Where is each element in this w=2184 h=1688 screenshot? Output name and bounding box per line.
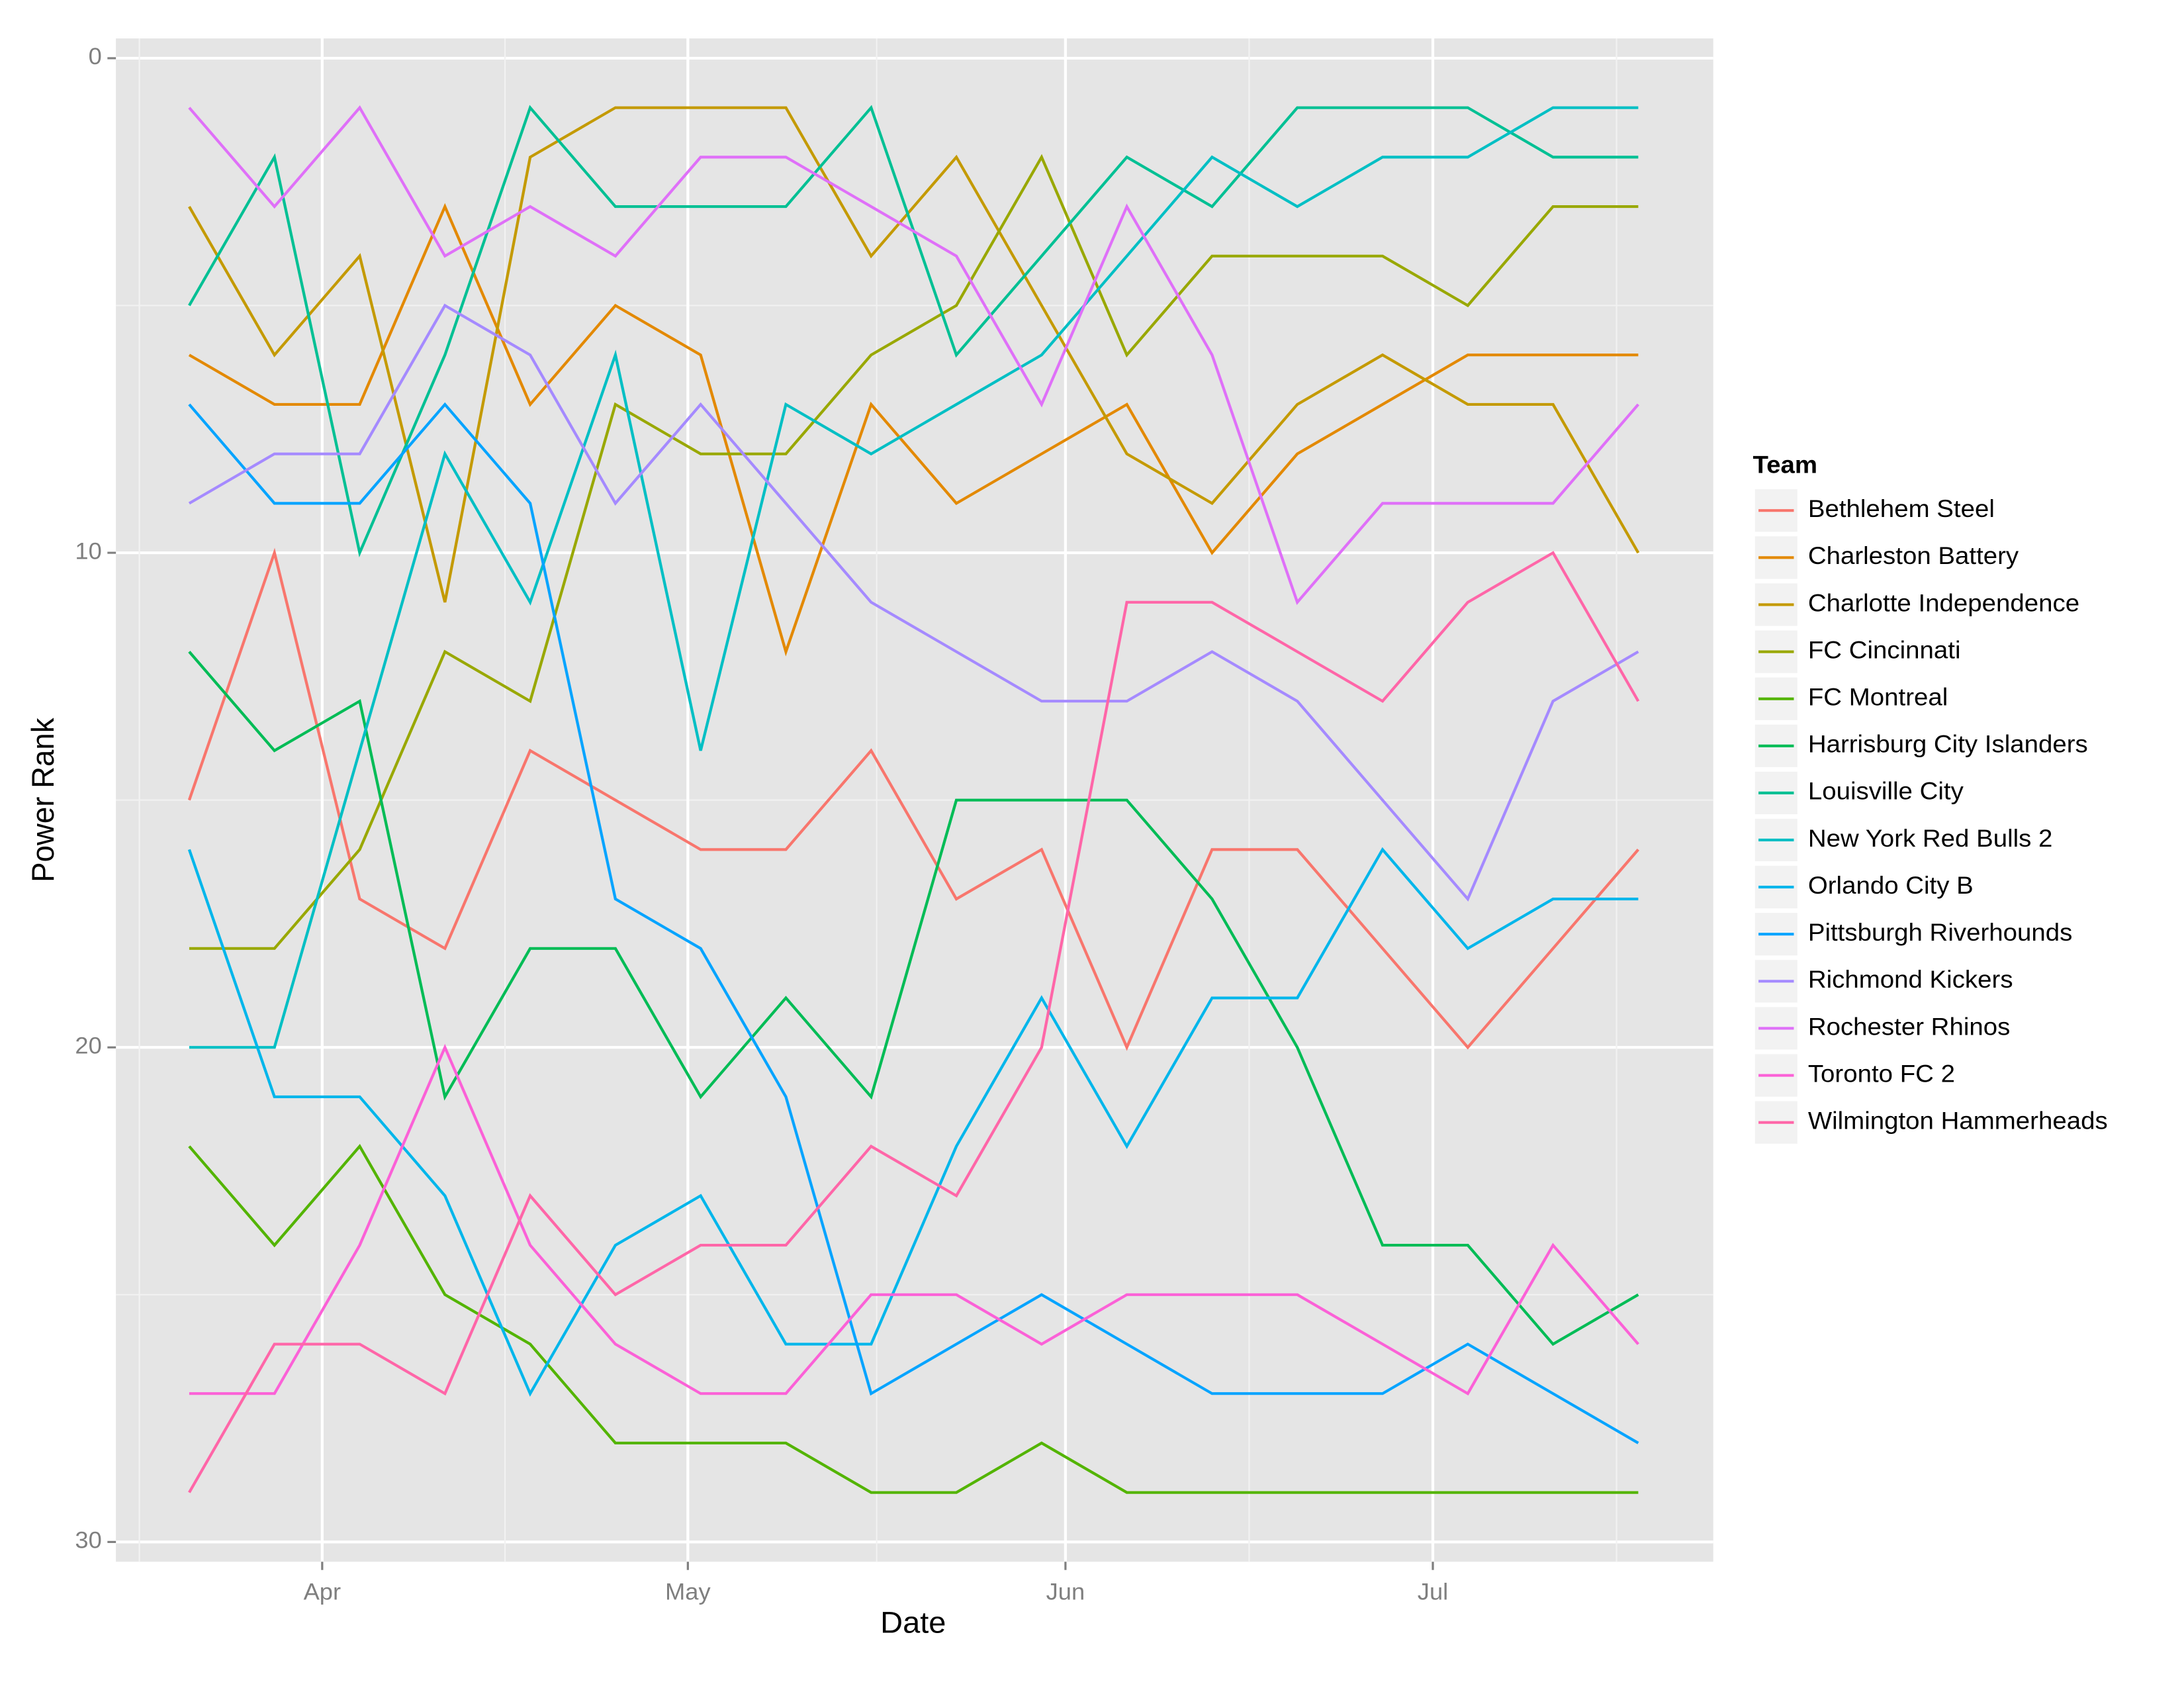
legend-label: Rochester Rhinos — [1808, 1013, 2011, 1041]
x-tick-label: May — [665, 1579, 711, 1605]
series-line — [188, 106, 1640, 603]
series-line — [189, 154, 1639, 950]
legend-label: Richmond Kickers — [1808, 966, 2013, 994]
legend-label: Bethlehem Steel — [1808, 496, 1995, 523]
series-line — [188, 1144, 1639, 1494]
legend-label: FC Montreal — [1808, 684, 1948, 711]
legend-label: Louisville City — [1808, 778, 1964, 805]
series-line — [188, 651, 1639, 1346]
legend-label: New York Red Bulls 2 — [1808, 825, 2053, 852]
x-tick-label: Apr — [304, 1579, 341, 1605]
series-line — [187, 547, 1640, 1051]
legend-label: Wilmington Hammerheads — [1808, 1107, 2108, 1135]
series-line — [188, 402, 1639, 1444]
series-line — [189, 106, 1639, 1049]
series-line — [188, 105, 1640, 605]
legend: Bethlehem Steel Charleston Battery Charlot… — [1753, 488, 2108, 1145]
series-line — [187, 847, 1639, 1397]
legend-label: Harrisburg City Islanders — [1808, 731, 2088, 758]
legend-label: Pittsburgh Riverhounds — [1808, 919, 2073, 947]
series-line — [188, 551, 1640, 1493]
legend-label: Charleston Battery — [1808, 543, 2019, 570]
y-tick-label: 10 — [75, 538, 101, 564]
legend-label: Orlando City B — [1808, 872, 1974, 899]
lines — [187, 105, 1640, 1494]
x-axis-title: Date — [880, 1605, 946, 1639]
series-line — [188, 303, 1639, 902]
y-axis-title: Power Rank — [25, 718, 60, 882]
legend-label: FC Cincinnati — [1808, 637, 1961, 664]
x-tick-label: Jul — [1418, 1579, 1448, 1605]
legend-title: Team — [1753, 451, 1818, 479]
legend-label: Charlotte Independence — [1808, 590, 2079, 617]
x-tick-label: Jun — [1046, 1579, 1085, 1605]
y-tick-label: 0 — [89, 44, 102, 70]
series-line — [188, 203, 1639, 657]
y-tick-label: 20 — [75, 1033, 101, 1058]
y-tick-label: 30 — [75, 1527, 101, 1553]
series-line — [189, 1043, 1640, 1396]
legend-label: Toronto FC 2 — [1808, 1060, 1955, 1088]
